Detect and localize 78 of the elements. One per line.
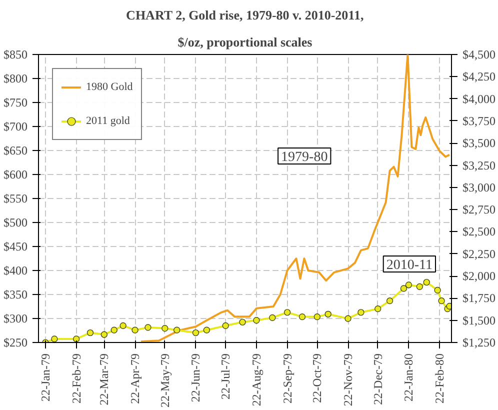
y-tick-label: $750 <box>4 96 28 110</box>
point <box>423 278 430 286</box>
point <box>203 326 210 334</box>
y2-tick-label: $2,250 <box>462 246 496 261</box>
y2-tick-label: $1,250 <box>462 336 496 350</box>
chart-subtitle: $/oz, proportional scales <box>178 34 312 50</box>
y2-tick-label: $2,750 <box>462 202 496 217</box>
y2-tick-label: $2,000 <box>462 269 496 284</box>
x-tick-label: 22-Dec-79 <box>370 354 385 405</box>
x-tick-label: 22-Jan-79 <box>38 353 52 402</box>
point <box>386 298 394 304</box>
point <box>239 318 246 326</box>
point <box>314 314 320 320</box>
point <box>438 298 445 304</box>
legend-label: 1980 Gold <box>86 81 133 93</box>
y-tick-label: $300 <box>4 312 28 326</box>
point <box>73 336 80 342</box>
x-tick-label: 22-Nov-79 <box>341 353 355 406</box>
point <box>192 329 200 336</box>
point <box>253 317 260 324</box>
point <box>298 314 306 320</box>
point <box>100 331 108 338</box>
y-tick-label: $800 <box>4 72 28 86</box>
point <box>269 314 276 321</box>
point <box>120 322 126 329</box>
y-tick-label: $350 <box>4 288 28 302</box>
x-tick-label: 22-Oct-79 <box>310 353 324 403</box>
point <box>284 309 291 316</box>
x-tick-label: 22-Aug-79 <box>249 353 264 406</box>
y2-tick-label: $3,250 <box>462 158 496 172</box>
point <box>162 325 168 332</box>
point <box>344 315 352 322</box>
x-tick-label: 22-Jan-80 <box>402 353 416 402</box>
point <box>416 283 423 290</box>
x-tick-label: 22-Apr-79 <box>128 353 142 404</box>
annotation: 2010-11 <box>386 258 433 273</box>
x-tick-label: 22-Jun-79 <box>188 353 203 402</box>
y-tick-label: $600 <box>4 168 28 182</box>
y-tick-label: $450 <box>4 240 28 254</box>
point <box>144 324 152 331</box>
y2-tick-label: $4,000 <box>462 92 496 106</box>
chart-title: CHART 2, Gold rise, 1979-80 v. 2010-2011, <box>126 8 364 22</box>
x-tick-label: 22-May-79 <box>158 353 172 408</box>
point <box>374 306 382 312</box>
y2-tick-label: $4,250 <box>462 70 496 84</box>
y2-tick-label: $3,500 <box>462 136 496 150</box>
y-tick-label: $850 <box>4 48 28 62</box>
legend-label: 2011 gold <box>86 115 130 127</box>
point <box>358 309 364 316</box>
point <box>405 282 412 288</box>
point <box>110 326 118 334</box>
y-tick-label: $700 <box>4 120 28 134</box>
y2-tick-label: $3,000 <box>462 180 496 194</box>
x-tick-label: 22-Jul-79 <box>218 353 233 400</box>
y2-tick-label: $4,500 <box>462 48 496 62</box>
y2-tick-label: $2,500 <box>462 224 496 239</box>
point <box>222 322 229 329</box>
point <box>86 329 94 336</box>
x-tick-label: 22-Sep-79 <box>280 353 294 404</box>
x-tick-label: 22-Feb-79 <box>69 353 84 404</box>
y-tick-label: $650 <box>4 144 28 158</box>
point <box>400 285 408 292</box>
point <box>446 302 452 310</box>
y2-tick-label: $3,750 <box>462 114 496 128</box>
point <box>434 286 441 294</box>
y-tick-label: $400 <box>4 264 28 278</box>
y2-tick-label: $1,500 <box>462 313 496 328</box>
y-tick-label: $500 <box>4 216 28 230</box>
x-tick-label: 22-Feb-80 <box>432 353 447 404</box>
point <box>324 310 332 318</box>
y-tick-label: $250 <box>4 336 28 350</box>
x-tick-label: 22-Mar-79 <box>97 353 112 406</box>
point <box>132 326 138 334</box>
annotation: 1979-80 <box>281 150 328 165</box>
point <box>51 336 58 342</box>
y-tick-label: $550 <box>4 192 28 206</box>
point <box>174 326 180 334</box>
y2-tick-label: $1,750 <box>462 291 496 306</box>
